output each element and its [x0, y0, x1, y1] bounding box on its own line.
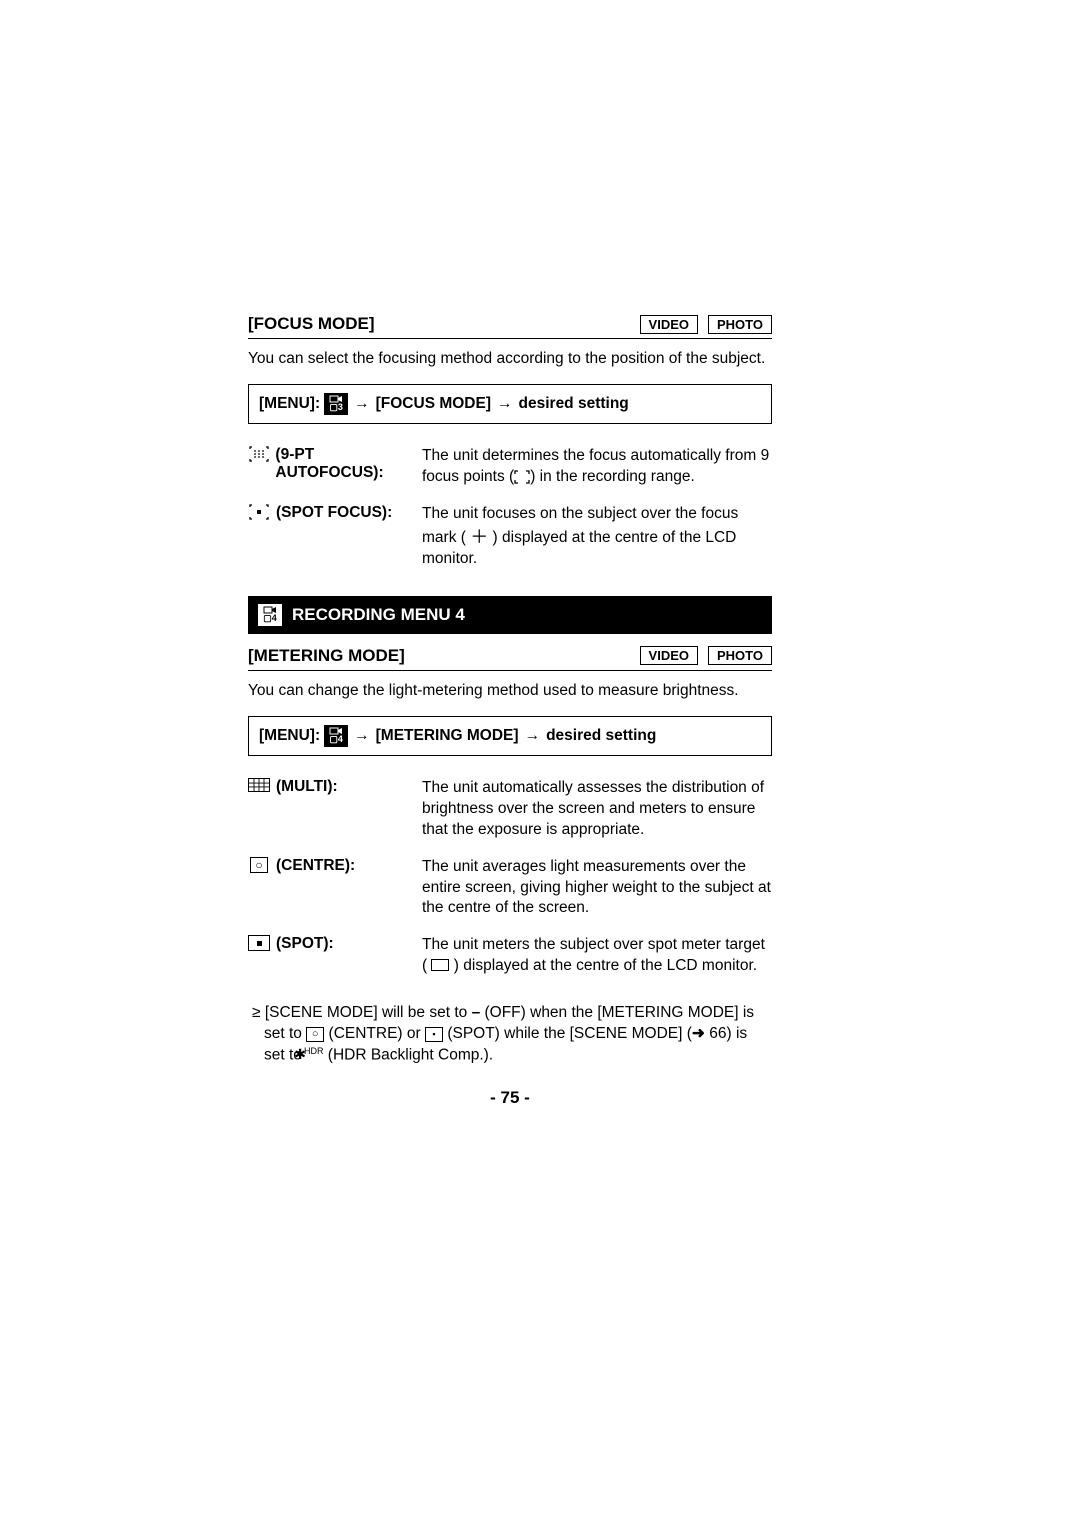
- option-9pt-text: (9-PT AUTOFOCUS):: [275, 446, 422, 482]
- menu-icon-sub: ▢3: [329, 403, 343, 412]
- video-badge: VIDEO: [640, 646, 698, 665]
- menu-step-2: desired setting: [519, 395, 629, 413]
- spot-inline-icon: [425, 1027, 443, 1042]
- nine-pt-icon: [248, 446, 269, 462]
- menu-step-1: [METERING MODE]: [376, 727, 519, 745]
- focus-mode-desc: You can select the focusing method accor…: [248, 349, 772, 370]
- focus-mode-badges: VIDEO PHOTO: [640, 315, 772, 334]
- focus-mode-title: [FOCUS MODE]: [248, 314, 375, 334]
- option-spot: (SPOT): The unit meters the subject over…: [248, 931, 772, 989]
- option-spot-desc: The unit focuses on the subject over the…: [422, 504, 772, 570]
- metering-mode-desc: You can change the light-metering method…: [248, 681, 772, 702]
- option-spot-label: (SPOT FOCUS):: [248, 504, 422, 522]
- option-multi: (MULTI): The unit automatically assesses…: [248, 774, 772, 853]
- option-multi-text: (MULTI):: [276, 778, 338, 796]
- recording-menu-4-header: ▢4 RECORDING MENU 4: [248, 596, 772, 634]
- recording-menu-title: RECORDING MENU 4: [292, 605, 465, 625]
- menu-step-1: [FOCUS MODE]: [376, 395, 491, 413]
- photo-badge: PHOTO: [708, 315, 772, 334]
- option-spot-desc: The unit meters the subject over spot me…: [422, 935, 772, 977]
- option-9pt-label: (9-PT AUTOFOCUS):: [248, 446, 422, 482]
- metering-menu-path: [MENU]: ▢4 → [METERING MODE] → desired s…: [248, 716, 772, 756]
- option-spot-text: (SPOT FOCUS):: [276, 504, 392, 522]
- option-centre-text: (CENTRE):: [276, 857, 355, 875]
- option-9pt-desc: The unit determines the focus automatica…: [422, 446, 772, 488]
- option-multi-desc: The unit automatically assesses the dist…: [422, 778, 772, 841]
- option-multi-label: (MULTI):: [248, 778, 422, 796]
- option-spot-label: (SPOT):: [248, 935, 422, 953]
- plus-icon: ＋: [470, 525, 488, 549]
- option-spot-text: (SPOT):: [276, 935, 334, 953]
- menu-label: [MENU]:: [259, 395, 320, 413]
- focus-mode-header: [FOCUS MODE] VIDEO PHOTO: [248, 314, 772, 339]
- option-9pt: (9-PT AUTOFOCUS): The unit determines th…: [248, 442, 772, 500]
- multi-icon: [248, 778, 270, 792]
- rec-menu-4-icon: ▢4: [258, 604, 282, 626]
- option-centre-desc: The unit averages light measurements ove…: [422, 857, 772, 920]
- metering-mode-title: [METERING MODE]: [248, 646, 405, 666]
- metering-mode-header: [METERING MODE] VIDEO PHOTO: [248, 646, 772, 671]
- option-centre: ○ (CENTRE): The unit averages light meas…: [248, 853, 772, 932]
- centre-inline-icon: [306, 1027, 324, 1042]
- spot-icon: [248, 935, 270, 951]
- focus-options: (9-PT AUTOFOCUS): The unit determines th…: [248, 442, 772, 582]
- scene-mode-note: ≥ [SCENE MODE] will be set to – (OFF) wh…: [248, 1003, 772, 1066]
- menu-label: [MENU]:: [259, 727, 320, 745]
- metering-options: (MULTI): The unit automatically assesses…: [248, 774, 772, 989]
- metering-mode-badges: VIDEO PHOTO: [640, 646, 772, 665]
- centre-icon: ○: [248, 857, 270, 873]
- spot-focus-icon: [248, 504, 270, 520]
- arrow-icon: →: [354, 395, 370, 413]
- arrow-icon: →: [525, 727, 541, 745]
- video-badge: VIDEO: [640, 315, 698, 334]
- rec-menu-3-icon: ▢3: [324, 393, 348, 415]
- menu-step-2: desired setting: [546, 727, 656, 745]
- arrow-icon: →: [497, 395, 513, 413]
- arrow-icon: →: [354, 727, 370, 745]
- photo-badge: PHOTO: [708, 646, 772, 665]
- focus-menu-path: [MENU]: ▢3 → [FOCUS MODE] → desired sett…: [248, 384, 772, 424]
- option-centre-label: ○ (CENTRE):: [248, 857, 422, 875]
- menu-icon-sub: ▢4: [329, 735, 343, 744]
- rec-icon-sub: ▢4: [263, 614, 277, 623]
- hdr-icon: HDR: [306, 1045, 323, 1064]
- rec-menu-4-icon: ▢4: [324, 725, 348, 747]
- option-spot-focus: (SPOT FOCUS): The unit focuses on the su…: [248, 500, 772, 582]
- rect-icon: [431, 959, 449, 971]
- page-number: - 75 -: [248, 1088, 772, 1108]
